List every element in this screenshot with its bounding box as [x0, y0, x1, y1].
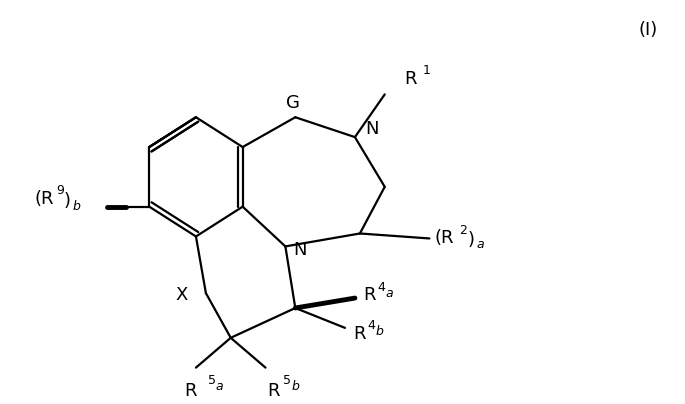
Text: 9: 9	[56, 184, 64, 197]
Text: R: R	[185, 381, 197, 400]
Text: 4: 4	[368, 320, 375, 332]
Text: b: b	[291, 379, 299, 393]
Text: a: a	[216, 379, 223, 393]
Text: X: X	[175, 286, 188, 304]
Text: N: N	[365, 120, 378, 138]
Text: 2: 2	[459, 224, 467, 237]
Text: a: a	[476, 238, 484, 251]
Text: b: b	[73, 200, 81, 213]
Text: G: G	[286, 94, 300, 112]
Text: R: R	[363, 286, 375, 304]
Text: 5: 5	[208, 374, 216, 387]
Text: 4: 4	[377, 281, 386, 294]
Text: 5: 5	[284, 374, 291, 387]
Text: N: N	[293, 241, 307, 259]
Text: (R: (R	[34, 190, 54, 208]
Text: ): )	[64, 192, 71, 210]
Text: b: b	[376, 325, 384, 339]
Text: (I): (I)	[638, 21, 658, 39]
Text: (R: (R	[434, 229, 454, 248]
Text: R: R	[353, 325, 365, 343]
Text: R: R	[267, 381, 280, 400]
Text: R: R	[405, 70, 417, 88]
Text: a: a	[386, 286, 393, 300]
Text: 1: 1	[423, 64, 430, 77]
Text: ): )	[467, 231, 474, 249]
